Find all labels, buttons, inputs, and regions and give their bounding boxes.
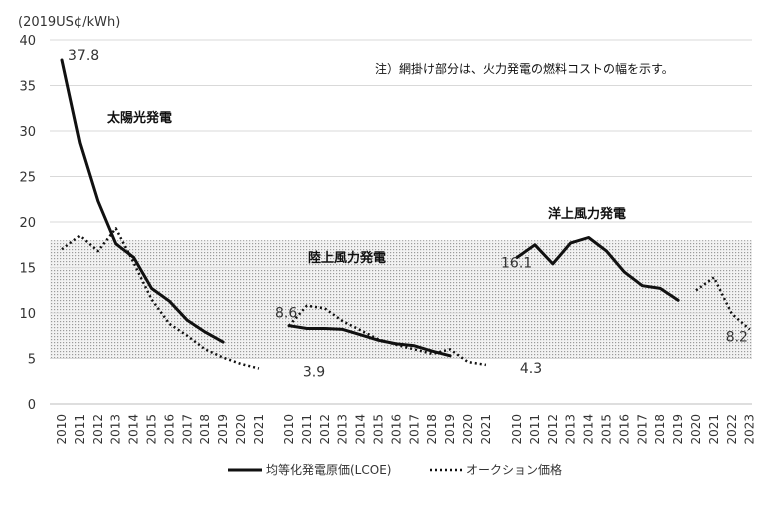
y-tick-label: 20	[19, 216, 36, 231]
lcoe-series-line	[60, 58, 225, 344]
fuel-cost-band	[50, 240, 752, 359]
y-tick-label: 40	[19, 34, 36, 49]
x-tick-label: 2013	[109, 414, 123, 445]
x-tick-label: 2012	[546, 414, 560, 445]
x-tick-label: 2015	[372, 414, 386, 445]
x-tick-label: 2020	[461, 414, 475, 445]
data-label: 8.2	[726, 329, 748, 345]
legend-lcoe-label: 均等化発電原価(LCOE)	[266, 463, 391, 477]
x-tick-label: 2017	[407, 414, 421, 445]
data-label: 16.1	[501, 255, 532, 271]
y-tick-label: 5	[28, 353, 36, 368]
x-tick-label: 2017	[180, 414, 194, 445]
x-tick-label: 2019	[671, 414, 685, 445]
y-tick-label: 10	[19, 307, 36, 322]
data-label: 3.9	[303, 365, 325, 381]
x-tick-label: 2013	[564, 414, 578, 445]
auction-series-line	[61, 227, 260, 370]
x-tick-label: 2020	[234, 414, 248, 445]
data-label: 37.8	[68, 48, 99, 64]
x-tick-label: 2021	[252, 414, 266, 445]
x-tick-label: 2012	[91, 414, 105, 445]
x-tick-label: 2016	[162, 414, 176, 445]
y-unit-label: (2019US¢/kWh)	[18, 15, 120, 30]
x-tick-label: 2011	[73, 414, 87, 445]
x-tick-label: 2014	[582, 414, 596, 445]
x-tick-label: 2022	[725, 414, 739, 445]
legend-auction-label: オークション価格	[466, 462, 562, 477]
x-tick-label: 2018	[653, 414, 667, 445]
x-tick-label: 2011	[528, 414, 542, 445]
x-tick-label: 2018	[425, 414, 439, 445]
y-tick-label: 35	[19, 80, 36, 95]
x-tick-label: 2011	[300, 414, 314, 445]
y-tick-label: 0	[28, 398, 36, 413]
x-tick-label: 2018	[198, 414, 212, 445]
y-tick-label: 15	[19, 262, 36, 277]
auction-series-line	[695, 276, 751, 331]
x-tick-label: 2021	[479, 414, 493, 445]
segment-label: 洋上風力発電	[548, 206, 626, 222]
x-tick-label: 2016	[389, 414, 403, 445]
x-tick-label: 2014	[127, 414, 141, 445]
y-tick-label: 30	[19, 125, 36, 140]
x-tick-label: 2010	[55, 414, 69, 445]
x-tick-label: 2010	[510, 414, 524, 445]
x-tick-label: 2014	[354, 414, 368, 445]
x-tick-label: 2015	[145, 414, 159, 445]
lcoe-series-line	[287, 324, 452, 358]
data-label: 8.6	[275, 306, 297, 322]
y-tick-label: 25	[19, 171, 36, 186]
chart-note: 注）網掛け部分は、火力発電の燃料コストの幅を示す。	[375, 61, 674, 76]
data-label: 4.3	[520, 361, 542, 377]
lcoe-series-line	[515, 236, 680, 302]
x-tick-label: 2010	[282, 414, 296, 445]
auction-series-line	[288, 304, 487, 367]
x-tick-label: 2023	[743, 414, 757, 445]
segment-label: 陸上風力発電	[308, 250, 386, 266]
x-tick-label: 2013	[336, 414, 350, 445]
x-tick-label: 2021	[707, 414, 721, 445]
x-tick-label: 2012	[318, 414, 332, 445]
segment-label: 太陽光発電	[106, 110, 172, 126]
x-tick-label: 2019	[443, 414, 457, 445]
x-tick-label: 2015	[600, 414, 614, 445]
x-tick-label: 2019	[216, 414, 230, 445]
x-tick-label: 2017	[635, 414, 649, 445]
x-tick-label: 2020	[689, 414, 703, 445]
x-tick-label: 2016	[617, 414, 631, 445]
legend: 均等化発電原価(LCOE) オークション価格	[228, 462, 562, 477]
